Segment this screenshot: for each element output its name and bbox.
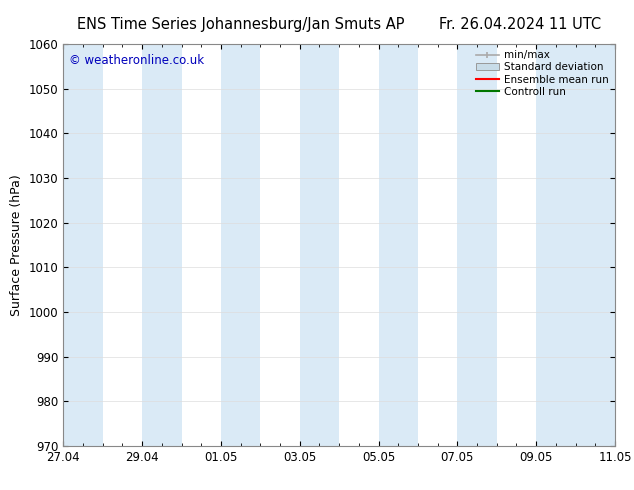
Bar xyxy=(457,44,497,446)
Bar xyxy=(378,44,418,446)
Bar xyxy=(536,44,615,446)
Bar xyxy=(142,44,181,446)
Text: ENS Time Series Johannesburg/Jan Smuts AP: ENS Time Series Johannesburg/Jan Smuts A… xyxy=(77,17,404,32)
Legend: min/max, Standard deviation, Ensemble mean run, Controll run: min/max, Standard deviation, Ensemble me… xyxy=(472,46,613,101)
Text: Fr. 26.04.2024 11 UTC: Fr. 26.04.2024 11 UTC xyxy=(439,17,601,32)
Bar xyxy=(300,44,339,446)
Bar xyxy=(221,44,261,446)
Bar xyxy=(63,44,103,446)
Y-axis label: Surface Pressure (hPa): Surface Pressure (hPa) xyxy=(10,174,23,316)
Text: © weatheronline.co.uk: © weatheronline.co.uk xyxy=(69,54,204,67)
